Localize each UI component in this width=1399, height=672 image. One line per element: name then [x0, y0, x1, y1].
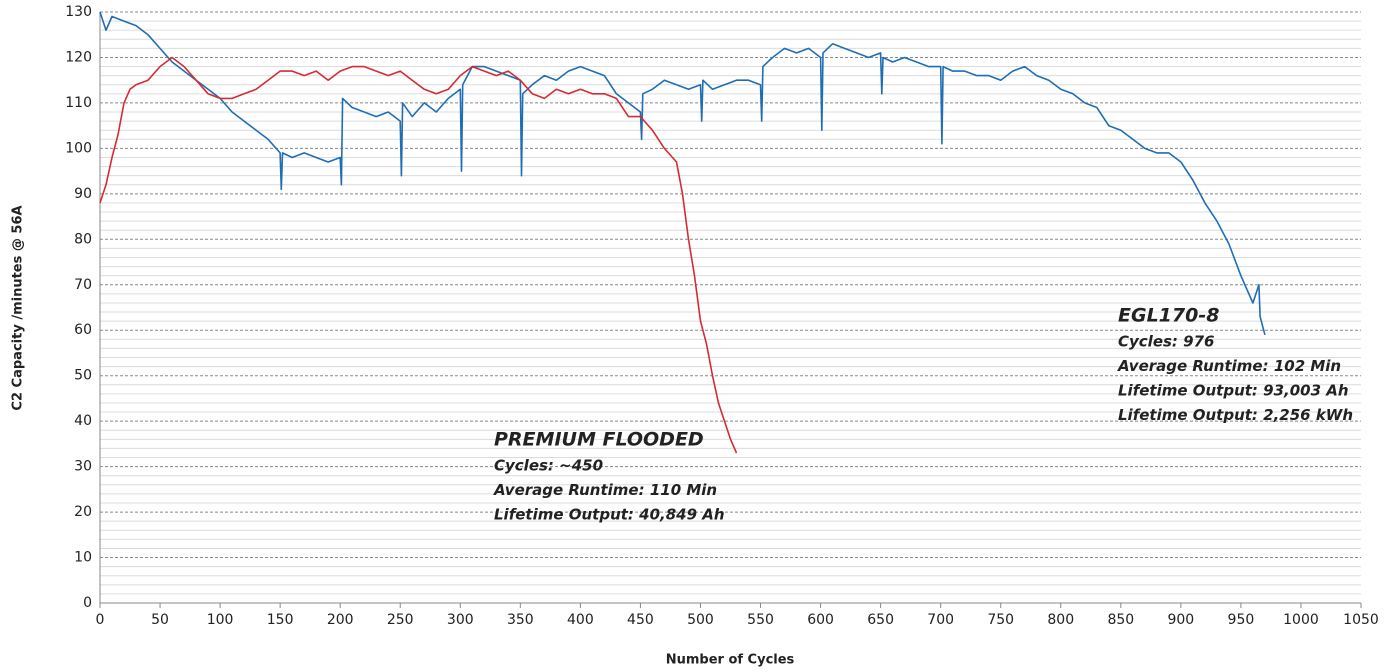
x-tick-label: 1000 — [1283, 612, 1319, 628]
annotation-line: Cycles: 976 — [1118, 333, 1214, 351]
y-tick-label: 130 — [65, 4, 92, 20]
x-tick-label: 1050 — [1343, 612, 1379, 628]
x-tick-label: 400 — [567, 612, 594, 628]
x-tick-label: 650 — [867, 612, 894, 628]
chart: Number of Cycles C2 Capacity /minutes @ … — [0, 0, 1399, 672]
x-tick-label: 850 — [1107, 612, 1134, 628]
x-tick-label: 800 — [1047, 612, 1074, 628]
x-tick-label: 600 — [807, 612, 834, 628]
x-tick-label: 350 — [507, 612, 534, 628]
x-tick-label: 150 — [267, 612, 294, 628]
y-tick-label: 10 — [74, 550, 92, 566]
y-tick-label: 60 — [74, 322, 92, 338]
annotation-line: Lifetime Output: 2,256 kWh — [1118, 406, 1353, 424]
annotation-title: EGL170-8 — [1118, 305, 1219, 327]
y-tick-label: 50 — [74, 368, 92, 384]
annotation-line: Average Runtime: 110 Min — [493, 481, 717, 499]
y-tick-label: 20 — [74, 504, 92, 520]
x-tick-label: 50 — [151, 612, 169, 628]
x-axis-title: Number of Cycles — [666, 653, 795, 668]
y-tick-label: 0 — [83, 595, 92, 611]
y-tick-label: 110 — [65, 95, 92, 111]
x-tick-label: 300 — [447, 612, 474, 628]
annotation-title: PREMIUM FLOODED — [494, 429, 704, 451]
y-tick-label: 80 — [74, 231, 92, 247]
annotation-line: Lifetime Output: 93,003 Ah — [1118, 382, 1349, 400]
y-tick-label: 100 — [65, 140, 92, 156]
x-tick-label: 200 — [327, 612, 354, 628]
x-tick-label: 100 — [207, 612, 234, 628]
x-tick-label: 450 — [627, 612, 654, 628]
y-tick-label: 120 — [65, 49, 92, 65]
y-tick-label: 70 — [74, 277, 92, 293]
y-tick-label: 90 — [74, 186, 92, 202]
series-line — [100, 12, 1265, 335]
y-tick-label: 30 — [74, 459, 92, 475]
x-tick-label: 250 — [387, 612, 414, 628]
y-tick-label: 40 — [74, 413, 92, 429]
x-tick-label: 750 — [987, 612, 1014, 628]
x-tick-label: 500 — [687, 612, 714, 628]
y-axis-title: C2 Capacity /minutes @ 56A — [11, 205, 26, 410]
x-tick-label: 950 — [1228, 612, 1255, 628]
annotation-line: Average Runtime: 102 Min — [1117, 357, 1341, 375]
annotation-line: Lifetime Output: 40,849 Ah — [494, 506, 725, 524]
x-tick-label: 900 — [1167, 612, 1194, 628]
x-tick-label: 550 — [747, 612, 774, 628]
annotation-line: Cycles: ~450 — [494, 457, 603, 475]
x-tick-label: 700 — [927, 612, 954, 628]
x-tick-label: 0 — [96, 612, 105, 628]
